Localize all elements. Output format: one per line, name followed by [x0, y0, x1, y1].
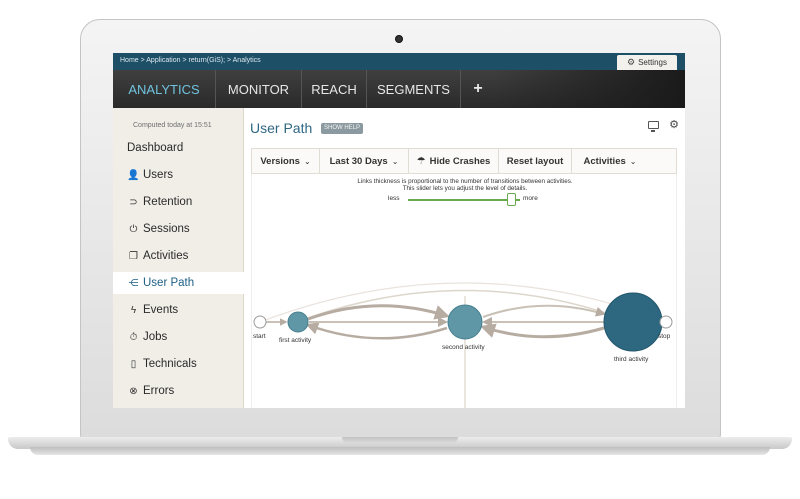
detail-slider-handle[interactable] [507, 193, 516, 206]
date-range-dropdown[interactable]: Last 30 Days ⌄ [320, 149, 409, 173]
node-label-second: second activity [442, 344, 485, 351]
chevron-down-icon: ⌄ [303, 156, 311, 166]
sidebar-item-retention[interactable]: ⊃ Retention [113, 191, 244, 213]
nav-tab-reach[interactable]: REACH [302, 70, 367, 108]
umbrella-icon: ☂ [416, 155, 426, 167]
sidebar-item-jobs[interactable]: ⏱ Jobs [113, 326, 244, 348]
laptop-base [8, 437, 792, 449]
node-label-third: third activity [614, 356, 649, 363]
pages-icon: ❐ [129, 250, 138, 262]
sidebar-item-label: Sessions [143, 223, 190, 235]
sidebar-item-activities[interactable]: ❐ Activities [113, 245, 244, 267]
sidebar-item-technicals[interactable]: ▯ Technicals [113, 353, 244, 375]
sidebar-item-users[interactable]: 👤 Users [113, 164, 244, 186]
sidebar-item-user-path[interactable]: ⋲ User Path [113, 272, 246, 294]
link-first-third [296, 289, 633, 323]
monitor-icon[interactable] [648, 121, 659, 132]
sidebar-item-dashboard[interactable]: Dashboard [113, 137, 244, 159]
sidebar-item-label: Dashboard [127, 142, 184, 154]
settings-button[interactable]: ⚙ Settings [617, 55, 677, 70]
node-third-activity[interactable] [603, 292, 663, 352]
path-graph-svg: start first activity second activity thi… [253, 282, 673, 408]
node-first-activity[interactable] [287, 311, 309, 333]
app-screen: Home > Application > return(GiS); > Anal… [113, 53, 685, 408]
graph-toolbar: Versions ⌄ Last 30 Days ⌄ ☂ Hide Crashes… [251, 148, 677, 174]
nav-tab-segments[interactable]: SEGMENTS [367, 70, 461, 108]
show-help-button[interactable]: SHOW HELP [321, 123, 364, 134]
computed-timestamp: Computed today at 15:51 [133, 122, 212, 129]
graph-hint: Links thickness is proportional to the n… [357, 178, 573, 185]
slider-less-label: less [388, 195, 400, 202]
link-first-second [307, 304, 450, 321]
webcam [395, 35, 403, 43]
chevron-down-icon: ⌄ [629, 156, 637, 166]
hide-crashes-button[interactable]: ☂ Hide Crashes [409, 149, 499, 173]
path-icon: ⋲ [128, 277, 139, 289]
sidebar: Computed today at 15:51 Dashboard 👤 User… [113, 108, 246, 408]
sidebar-item-errors[interactable]: ⊗ Errors [113, 380, 244, 402]
laptop-base-bottom [30, 447, 770, 455]
nav-tab-monitor[interactable]: MONITOR [216, 70, 302, 108]
phone-icon: ▯ [130, 358, 137, 370]
stopwatch-icon: ⏱ [129, 331, 138, 343]
breadcrumb[interactable]: Home > Application > return(GiS); > Anal… [120, 57, 261, 64]
node-label-first: first activity [279, 337, 312, 344]
detail-slider-track[interactable] [408, 199, 520, 201]
main-panel: User Path SHOW HELP ⚙ Versions ⌄ Last 30… [245, 108, 685, 408]
nav-fade [493, 70, 685, 108]
reset-layout-button[interactable]: Reset layout [499, 149, 572, 173]
sidebar-item-label: Errors [143, 385, 175, 397]
link-second-first [305, 322, 448, 340]
sidebar-item-sessions[interactable]: ⏻ Sessions [113, 218, 244, 240]
gear-icon[interactable]: ⚙ [669, 119, 679, 131]
sidebar-item-events[interactable]: ϟ Events [113, 299, 244, 321]
sidebar-item-label: Retention [143, 196, 193, 208]
sidebar-item-label: Technicals [143, 358, 197, 370]
top-bar: Home > Application > return(GiS); > Anal… [113, 53, 685, 70]
sidebar-item-label: Jobs [143, 331, 168, 343]
versions-dropdown[interactable]: Versions ⌄ [252, 149, 320, 173]
gear-icon: ⚙ [627, 57, 636, 67]
node-label-start: start [253, 333, 266, 340]
date-range-label: Last 30 Days [329, 155, 388, 167]
nav-add-button[interactable]: + [473, 80, 483, 97]
magnet-icon: ⊃ [129, 196, 138, 208]
main-nav: ANALYTICS MONITOR REACH SEGMENTS + [113, 70, 685, 108]
user-icon: 👤 [127, 169, 140, 181]
sidebar-item-label: User Path [143, 277, 195, 289]
chevron-down-icon: ⌄ [391, 156, 399, 166]
link-third-second [480, 323, 605, 339]
activities-dropdown[interactable]: Activities ⌄ [572, 149, 648, 173]
node-second-activity[interactable] [447, 304, 483, 340]
node-stop[interactable] [659, 315, 673, 329]
graph-hint: This slider lets you adjust the level of… [402, 185, 528, 192]
page-title: User Path [250, 120, 313, 136]
laptop-notch [342, 437, 458, 443]
node-label-stop: stop [658, 333, 671, 340]
bolt-icon: ϟ [130, 304, 137, 316]
hide-crashes-label: Hide Crashes [429, 155, 491, 167]
nav-tab-analytics[interactable]: ANALYTICS [113, 70, 216, 108]
error-icon: ⊗ [129, 385, 138, 397]
sidebar-item-label: Activities [143, 250, 189, 262]
node-start[interactable] [253, 315, 267, 329]
link-second-third [482, 304, 606, 318]
sidebar-item-label: Users [143, 169, 174, 181]
versions-label: Versions [260, 155, 300, 167]
slider-more-label: more [523, 195, 538, 202]
activities-label: Activities [583, 155, 626, 167]
sidebar-item-label: Events [143, 304, 179, 316]
user-path-graph: Links thickness is proportional to the n… [251, 174, 677, 408]
settings-label: Settings [638, 58, 667, 67]
power-icon: ⏻ [129, 223, 138, 235]
